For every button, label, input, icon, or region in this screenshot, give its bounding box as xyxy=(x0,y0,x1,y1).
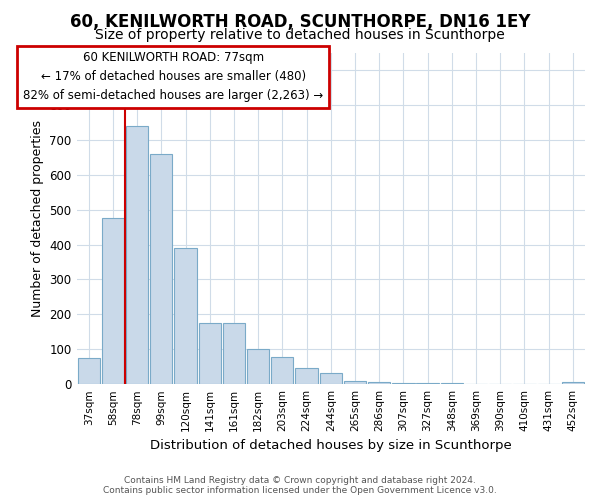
Text: Contains HM Land Registry data © Crown copyright and database right 2024.
Contai: Contains HM Land Registry data © Crown c… xyxy=(103,476,497,495)
Bar xyxy=(247,350,269,384)
Bar xyxy=(199,323,221,384)
Bar xyxy=(562,382,584,384)
Bar xyxy=(368,382,391,384)
Y-axis label: Number of detached properties: Number of detached properties xyxy=(31,120,44,317)
Bar xyxy=(344,380,366,384)
Bar xyxy=(126,126,148,384)
Bar xyxy=(77,358,100,384)
Text: 60, KENILWORTH ROAD, SCUNTHORPE, DN16 1EY: 60, KENILWORTH ROAD, SCUNTHORPE, DN16 1E… xyxy=(70,12,530,30)
X-axis label: Distribution of detached houses by size in Scunthorpe: Distribution of detached houses by size … xyxy=(150,440,512,452)
Bar xyxy=(320,373,342,384)
Bar xyxy=(102,218,124,384)
Bar xyxy=(223,323,245,384)
Bar xyxy=(175,248,197,384)
Bar xyxy=(295,368,318,384)
Text: 60 KENILWORTH ROAD: 77sqm
← 17% of detached houses are smaller (480)
82% of semi: 60 KENILWORTH ROAD: 77sqm ← 17% of detac… xyxy=(23,52,323,102)
Bar xyxy=(392,383,415,384)
Text: Size of property relative to detached houses in Scunthorpe: Size of property relative to detached ho… xyxy=(95,28,505,42)
Bar xyxy=(271,357,293,384)
Bar xyxy=(150,154,172,384)
